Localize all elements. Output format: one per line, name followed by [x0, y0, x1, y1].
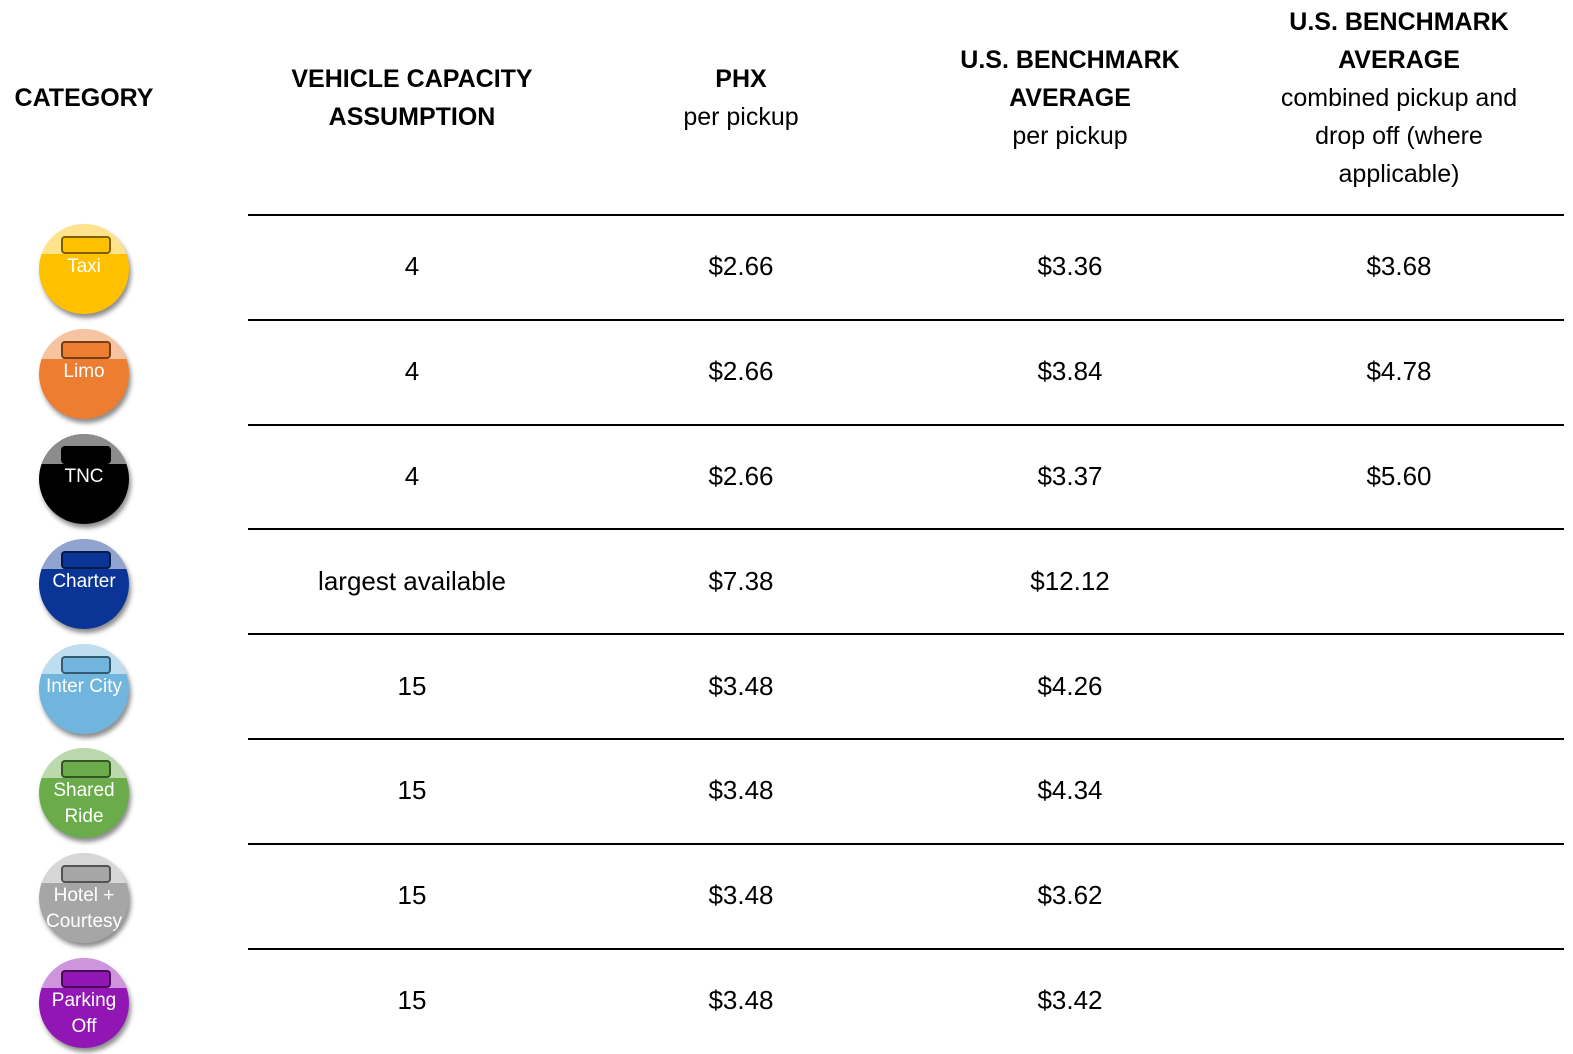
table-cell: $3.84: [1037, 356, 1103, 387]
table-cell: 15: [397, 775, 427, 806]
vehicle-icon: [61, 655, 111, 674]
header-title: U.S. BENCHMARK AVERAGE: [960, 45, 1180, 112]
category-badge: Limo: [39, 329, 129, 420]
table-cell: $3.68: [1366, 251, 1432, 282]
category-label: Inter City: [45, 675, 123, 697]
row-divider: [248, 738, 1564, 740]
category-label: Charter: [52, 570, 116, 592]
category-label: Shared Ride: [53, 780, 115, 828]
table-cell: $5.60: [1366, 461, 1432, 491]
category-badge: Parking Off: [39, 958, 129, 1048]
column-header: U.S. BENCHMARK AVERAGE per pickup: [945, 0, 1195, 195]
header-text: VEHICLE CAPACITY ASSUMPTION: [277, 60, 547, 136]
table-cell: $3.62: [1037, 880, 1103, 911]
header-subtitle: per pickup: [1012, 121, 1128, 150]
table-cell: $3.42: [1037, 985, 1103, 1015]
header-text: U.S. BENCHMARK AVERAGE per pickup: [945, 41, 1195, 155]
table-cell: $3.36: [1037, 251, 1103, 282]
table-cell: 4: [404, 461, 420, 491]
table-cell: 15: [397, 670, 427, 701]
category-badge: Shared Ride: [39, 748, 129, 839]
vehicle-icon: [61, 341, 111, 360]
table-cell: $4.26: [1037, 670, 1103, 701]
header-text: U.S. BENCHMARK AVERAGE combined pickup an…: [1254, 3, 1544, 193]
table-cell: largest available: [318, 565, 506, 596]
header-title: PHX: [715, 64, 767, 93]
header-title: U.S. BENCHMARK AVERAGE: [1289, 7, 1509, 74]
category-badge: Hotel + Courtesy: [39, 853, 129, 944]
header-text: PHX per pickup: [683, 60, 798, 136]
table-cell: $4.34: [1037, 775, 1103, 806]
category-badge: Taxi: [39, 224, 129, 315]
category-badge: Inter City: [39, 643, 129, 734]
category-label: Hotel + Courtesy: [45, 885, 123, 933]
category-label: Parking Off: [51, 990, 117, 1037]
table-cell: 15: [397, 880, 427, 911]
column-header: CATEGORY: [0, 0, 184, 195]
table-cell: 4: [404, 251, 420, 282]
column-header: U.S. BENCHMARK AVERAGE combined pickup an…: [1254, 0, 1544, 195]
header-title: CATEGORY: [14, 83, 154, 112]
row-divider: [248, 423, 1564, 426]
category-label: Limo: [63, 361, 105, 383]
header-subtitle: combined pickup and drop off (where appl…: [1280, 83, 1518, 188]
table-cell: $3.37: [1037, 461, 1103, 491]
vehicle-icon: [61, 236, 111, 255]
table-cell: $2.66: [708, 251, 774, 282]
table-cell: $3.48: [708, 670, 774, 701]
column-header: PHX per pickup: [616, 0, 866, 195]
table-cell: 15: [397, 985, 427, 1015]
row-divider: [248, 842, 1564, 845]
row-divider: [248, 528, 1564, 531]
category-badge: Charter: [39, 538, 129, 629]
vehicle-icon: [61, 970, 111, 988]
column-header: VEHICLE CAPACITY ASSUMPTION: [277, 0, 547, 195]
vehicle-icon: [61, 865, 111, 884]
table-cell: $2.66: [708, 461, 774, 491]
table-cell: $3.48: [708, 775, 774, 806]
category-label: TNC: [64, 466, 104, 487]
header-subtitle: per pickup: [683, 102, 799, 131]
row-divider: [248, 214, 1564, 216]
row-divider: [248, 633, 1564, 636]
table-cell: $12.12: [1030, 565, 1110, 596]
table-cell: 4: [404, 356, 420, 387]
header-text: CATEGORY: [15, 79, 154, 117]
table-cell: $4.78: [1366, 356, 1432, 387]
vehicle-icon: [61, 760, 111, 779]
table-cell: $3.48: [708, 880, 774, 911]
row-divider: [248, 318, 1564, 321]
category-label: Taxi: [67, 256, 101, 278]
vehicle-icon: [61, 446, 111, 464]
table-cell: $7.38: [708, 565, 774, 596]
vehicle-icon: [61, 550, 111, 569]
table-cell: $3.48: [708, 985, 774, 1015]
category-badge: TNC: [39, 434, 129, 524]
table-cell: $2.66: [708, 356, 774, 387]
row-divider: [248, 947, 1564, 950]
header-title: VEHICLE CAPACITY ASSUMPTION: [291, 64, 533, 131]
